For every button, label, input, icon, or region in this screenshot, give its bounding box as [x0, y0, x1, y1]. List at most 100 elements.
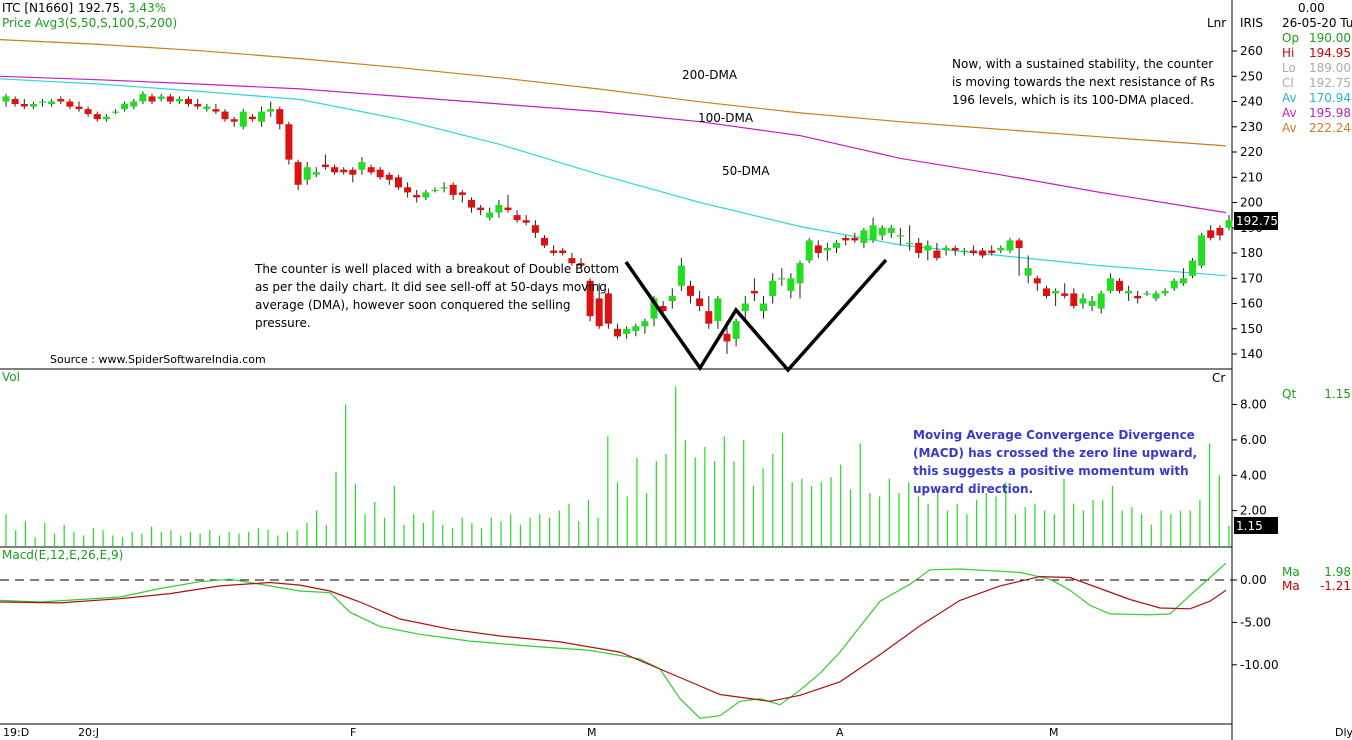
- price-axis-label: 240: [1240, 95, 1263, 109]
- candle-body: [1097, 293, 1105, 309]
- annotation-left-line-4: pressure.: [255, 316, 311, 330]
- candle-body: [979, 250, 987, 256]
- dma100-line: [0, 75, 1227, 214]
- candle-body: [130, 101, 138, 107]
- candle-body: [1061, 293, 1069, 296]
- candle-body: [559, 250, 567, 253]
- candle-body: [11, 99, 19, 104]
- candle-body: [486, 212, 494, 218]
- annotation-macd-line-2: (MACD) has crossed the zero line upward,: [913, 446, 1197, 460]
- candle-body: [1088, 301, 1096, 306]
- volume-axis-label: 4.00: [1240, 468, 1267, 482]
- candle-body: [285, 124, 293, 160]
- candle-body: [1015, 240, 1023, 248]
- annotation-top-right-line-1: Now, with a sustained stability, the cou…: [952, 57, 1213, 71]
- candle-body: [139, 93, 147, 102]
- candle-body: [2, 96, 10, 102]
- candle-body: [221, 111, 229, 120]
- candle-body: [166, 96, 174, 102]
- volume-axis-label: 8.00: [1240, 398, 1267, 412]
- annotation-left-line-1: The counter is well placed with a breako…: [254, 262, 619, 276]
- candle-body: [422, 192, 430, 198]
- candle-body: [924, 245, 932, 251]
- macd-axis-label: -10.00: [1240, 658, 1279, 672]
- candle-body: [696, 298, 704, 306]
- candle-body: [376, 169, 384, 178]
- candle-body: [276, 109, 284, 125]
- candle-body: [93, 114, 101, 120]
- avg2-value: 195.98: [1309, 106, 1351, 120]
- candle-body: [860, 230, 868, 243]
- dma100-label: 100-DMA: [698, 111, 754, 125]
- price-axis-label: 160: [1240, 297, 1263, 311]
- candle-body: [942, 247, 950, 251]
- candle-body: [623, 328, 631, 334]
- candle-body: [112, 111, 119, 113]
- macd-axis-label: -5.00: [1240, 615, 1271, 629]
- candle-body: [595, 298, 603, 327]
- candle-body: [732, 321, 740, 339]
- candle-body: [1216, 227, 1224, 236]
- time-label-feb: F: [350, 726, 356, 739]
- candle-body: [723, 333, 731, 342]
- price-axis-label: 210: [1240, 170, 1263, 184]
- candle-body: [1043, 288, 1050, 296]
- candle-body: [969, 250, 977, 253]
- candle-body: [66, 101, 74, 107]
- candle-body: [805, 240, 813, 261]
- candle-body: [586, 280, 594, 317]
- candle-body: [75, 106, 83, 110]
- last-price-label: 192.75,: [78, 1, 124, 15]
- macd-panel-label: Macd(E,12,E,26,E,9): [2, 548, 123, 562]
- volume-tag: 1.15: [1236, 519, 1263, 533]
- price-axis-label: 150: [1240, 322, 1263, 336]
- candle-body: [20, 104, 28, 107]
- candle-body: [1134, 295, 1142, 299]
- candle-body: [39, 101, 46, 103]
- provider-label: IRIS: [1240, 16, 1263, 30]
- candle-body: [687, 285, 694, 296]
- candle-body: [477, 207, 485, 211]
- time-label-dec: 19:D: [3, 726, 29, 739]
- dma200-line: [0, 39, 1227, 147]
- price-axis-label: 200: [1240, 196, 1263, 210]
- candle-body: [404, 187, 412, 193]
- macd-line: [0, 562, 1227, 719]
- candle-body: [431, 189, 439, 192]
- candle-body: [340, 169, 348, 173]
- candle-body: [212, 109, 220, 112]
- candle-body: [121, 104, 129, 110]
- scale-mode-label[interactable]: Lnr: [1207, 16, 1226, 30]
- candle-body: [385, 174, 393, 180]
- period-label[interactable]: Dly: [1335, 726, 1352, 739]
- candle-body: [495, 205, 503, 213]
- price-axis-label: 140: [1240, 347, 1263, 361]
- candle-body: [303, 167, 311, 180]
- candle-body: [668, 295, 676, 301]
- candle-body: [203, 106, 211, 110]
- candle-body: [157, 96, 165, 99]
- candle-body: [887, 227, 895, 233]
- close-label: Cl: [1282, 76, 1294, 90]
- candlesticks: [2, 91, 1233, 354]
- open-label: Op: [1282, 31, 1299, 45]
- macd-axis-label: 0.00: [1240, 573, 1267, 587]
- candle-body: [267, 109, 275, 112]
- candle-body: [933, 250, 941, 259]
- candle-body: [869, 225, 877, 241]
- moving-averages: [0, 39, 1227, 277]
- time-label-may: M: [1049, 726, 1059, 739]
- macd-signal-line: [0, 575, 1227, 702]
- candle-body: [294, 162, 302, 185]
- candle-body: [358, 162, 366, 170]
- macd-lines: [0, 562, 1227, 719]
- candle-body: [1170, 280, 1178, 289]
- candle-body: [1225, 220, 1233, 228]
- candle-body: [531, 225, 539, 233]
- symbol-label: ITC [N1660]: [2, 1, 73, 15]
- volume-cr-label: Cr: [1212, 371, 1225, 385]
- candle-body: [1161, 290, 1169, 294]
- price-axis-label: 180: [1240, 246, 1263, 260]
- candle-body: [102, 116, 110, 120]
- double-bottom-pattern-line: [624, 258, 888, 373]
